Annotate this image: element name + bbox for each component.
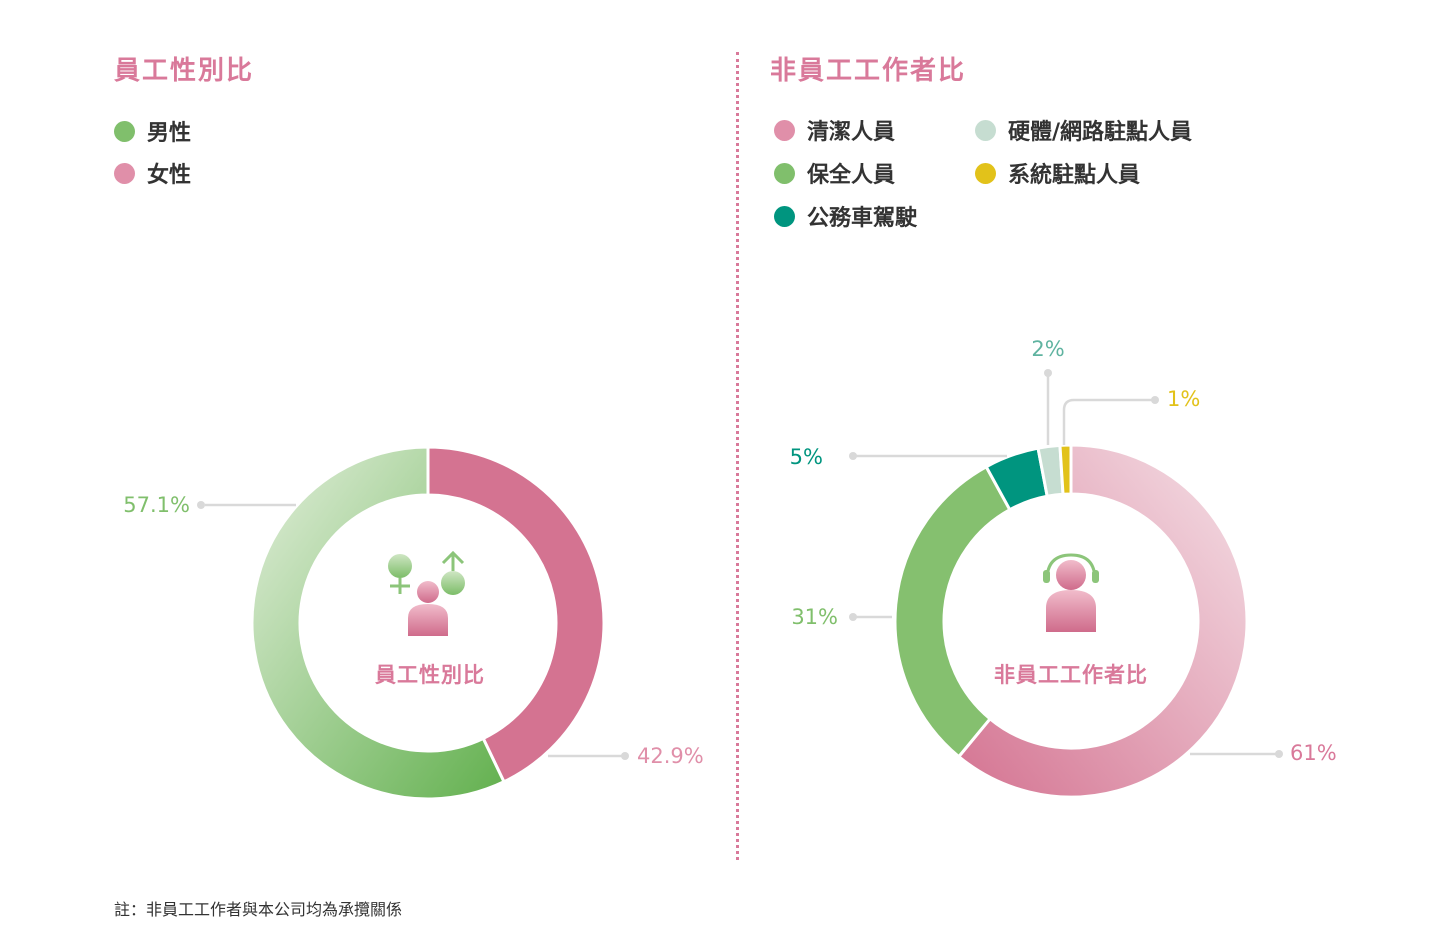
left-center-label: 員工性別比 [374,663,485,687]
data-label-cleaning: 61% [1290,741,1337,765]
legend-label-female: 女性 [147,163,192,188]
leader-dot-cleaning [1275,750,1283,758]
legend-label-hardware: 硬體/網路駐點人員 [1008,120,1193,145]
legend-item-cleaning: 清潔人員 [774,114,895,146]
leader-dot-male [197,501,205,509]
legend-label-cleaning: 清潔人員 [807,120,896,145]
legend-item-security: 保全人員 [774,157,895,189]
legend-item-female: 女性 [114,157,191,189]
legend-item-system: 系統駐點人員 [975,157,1140,189]
slice-male [250,445,506,801]
leader-dot-system [1151,396,1159,404]
slice-system [1058,443,1073,496]
legend-dot-female [114,162,135,184]
data-label-female: 42.9% [637,744,704,768]
legend-label-security: 保全人員 [807,163,896,188]
nonemployee-donut-chart: 61% 31% 5% 2% 1% [790,337,1337,799]
leader-dot-security [849,613,857,621]
gender-donut-chart: 42.9% 57.1% [123,445,704,801]
leader-dot-driver [849,452,857,460]
legend-dot-hardware [975,119,996,141]
legend-label-male: 男性 [147,121,192,146]
slice-security [893,464,1012,759]
legend-dot-male [114,120,135,142]
data-label-hardware: 2% [1031,337,1064,361]
slice-female [426,445,606,784]
legend-item-male: 男性 [114,115,191,147]
legend-item-driver: 公務車駕駛 [774,200,917,232]
legend-dot-driver [774,205,795,227]
leader-line-system [1062,398,1152,445]
data-label-security: 31% [791,605,838,629]
data-label-system: 1% [1167,387,1200,411]
headset-person-icon [1043,553,1099,632]
right-panel-title: 非員工工作者比 [770,56,967,86]
leader-dot-hardware [1044,369,1052,377]
gender-icon [388,550,465,636]
legend-label-system: 系統駐點人員 [1008,163,1141,188]
legend-dot-security [774,162,795,184]
legend-dot-system [975,162,996,184]
leader-dot-female [621,752,629,760]
data-label-male: 57.1% [123,493,190,517]
panel-divider [736,52,739,860]
slice-cleaning [956,443,1249,799]
legend-dot-cleaning [774,119,795,141]
left-panel-title: 員工性別比 [114,56,255,86]
footnote: 註：非員工工作者與本公司均為承攬關係 [114,900,403,919]
right-center-label: 非員工工作者比 [994,663,1148,687]
legend-label-driver: 公務車駕駛 [807,206,918,231]
data-label-driver: 5% [790,445,823,469]
legend-item-hardware: 硬體/網路駐點人員 [975,114,1192,146]
